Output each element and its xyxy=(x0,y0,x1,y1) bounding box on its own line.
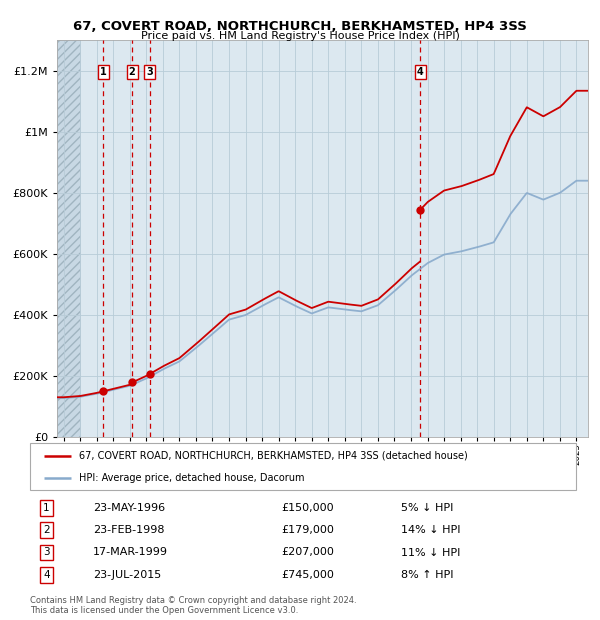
Text: 8% ↑ HPI: 8% ↑ HPI xyxy=(401,570,454,580)
Text: 1: 1 xyxy=(100,68,107,78)
Text: 67, COVERT ROAD, NORTHCHURCH, BERKHAMSTED, HP4 3SS: 67, COVERT ROAD, NORTHCHURCH, BERKHAMSTE… xyxy=(73,20,527,33)
Text: £207,000: £207,000 xyxy=(281,547,334,557)
Text: 14% ↓ HPI: 14% ↓ HPI xyxy=(401,525,461,536)
Text: 1: 1 xyxy=(43,503,50,513)
Text: 4: 4 xyxy=(43,570,50,580)
Text: 67, COVERT ROAD, NORTHCHURCH, BERKHAMSTED, HP4 3SS (detached house): 67, COVERT ROAD, NORTHCHURCH, BERKHAMSTE… xyxy=(79,451,468,461)
Text: 2: 2 xyxy=(43,525,50,536)
Text: £745,000: £745,000 xyxy=(281,570,334,580)
Text: 4: 4 xyxy=(417,68,424,78)
Bar xyxy=(57,40,80,437)
Text: 2: 2 xyxy=(129,68,136,78)
Text: Contains HM Land Registry data © Crown copyright and database right 2024.: Contains HM Land Registry data © Crown c… xyxy=(30,596,356,606)
Text: HPI: Average price, detached house, Dacorum: HPI: Average price, detached house, Daco… xyxy=(79,473,305,483)
Text: Price paid vs. HM Land Registry's House Price Index (HPI): Price paid vs. HM Land Registry's House … xyxy=(140,31,460,41)
Text: 5% ↓ HPI: 5% ↓ HPI xyxy=(401,503,454,513)
Text: 11% ↓ HPI: 11% ↓ HPI xyxy=(401,547,461,557)
Text: £179,000: £179,000 xyxy=(281,525,334,536)
Text: 3: 3 xyxy=(146,68,153,78)
Text: 23-JUL-2015: 23-JUL-2015 xyxy=(93,570,161,580)
Text: This data is licensed under the Open Government Licence v3.0.: This data is licensed under the Open Gov… xyxy=(30,606,298,616)
Text: 17-MAR-1999: 17-MAR-1999 xyxy=(93,547,168,557)
Text: 23-FEB-1998: 23-FEB-1998 xyxy=(93,525,164,536)
Text: 23-MAY-1996: 23-MAY-1996 xyxy=(93,503,165,513)
Text: £150,000: £150,000 xyxy=(281,503,334,513)
Text: 3: 3 xyxy=(43,547,50,557)
